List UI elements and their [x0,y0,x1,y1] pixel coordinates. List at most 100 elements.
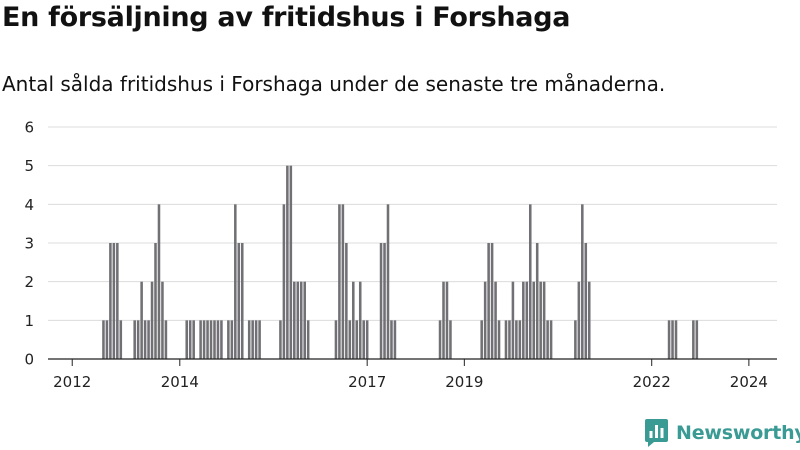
bar [109,243,112,359]
bar [188,320,192,359]
bar [338,204,341,359]
bar [216,320,220,359]
y-tick-label: 1 [24,312,34,330]
bar [143,320,147,359]
bar [116,243,119,359]
bar [133,320,136,359]
bar [102,320,105,359]
bar [164,320,168,359]
x-axis: 2012 2014 2017 2019 2022 2024 [48,358,777,391]
bar [258,320,261,359]
bar [355,320,359,359]
bar [584,243,588,359]
bar [383,243,386,359]
x-tick-label: 2024 [730,373,768,391]
bar [282,204,286,359]
bar [581,204,584,359]
y-tick-label: 6 [24,119,34,137]
bar [438,320,442,359]
bar [695,320,699,359]
bar [390,320,393,359]
y-axis-tick-labels: 0 1 2 3 4 5 6 [24,119,34,369]
bar [365,320,369,359]
y-tick-label: 5 [24,157,34,175]
bar [542,281,546,359]
bar [504,320,508,359]
newsworthy-logo: Newsworthy [645,419,800,447]
bar [549,320,553,359]
bar [306,320,310,359]
bar [445,281,449,359]
bar [352,281,355,359]
bar [494,281,497,359]
bar [362,320,365,359]
bar [286,165,289,359]
bar [296,281,300,359]
bar [497,320,501,359]
y-tick-label: 4 [24,196,34,214]
bar [220,320,223,359]
bar [136,320,140,359]
bar [154,243,157,359]
bar [379,243,383,359]
bar [539,281,542,359]
bar [247,320,251,359]
bar [574,320,577,359]
bar [480,320,483,359]
gridlines [48,126,777,321]
bar [140,281,143,359]
bar [535,243,539,359]
bar [213,320,216,359]
bar [692,320,695,359]
bar [202,320,206,359]
bar [528,204,532,359]
bar [490,243,494,359]
bar [254,320,258,359]
bar [240,243,244,359]
x-tick-label: 2012 [53,373,91,391]
bar [279,320,282,359]
bar [487,243,490,359]
bar [227,320,230,359]
bar [341,204,345,359]
x-tick-label: 2017 [348,373,386,391]
bar [587,281,591,359]
newsworthy-logo-icon [645,419,668,447]
chart-subtitle: Antal sålda fritidshus i Forshaga under … [2,72,666,96]
bar [442,281,445,359]
x-tick-label: 2022 [633,373,671,391]
bar [299,281,303,359]
bar [112,243,116,359]
bar [105,320,109,359]
y-tick-label: 2 [24,273,34,291]
chart-title: En försäljning av fritidshus i Forshaga [2,2,571,33]
bar [358,281,362,359]
bar [303,281,306,359]
bar [157,204,161,359]
bar [185,320,189,359]
y-tick-label: 0 [24,351,34,369]
bar [532,281,536,359]
bar [511,281,515,359]
bar [667,320,671,359]
bar [483,281,487,359]
x-tick-label: 2014 [161,373,199,391]
bar [147,320,150,359]
bar [515,320,518,359]
bar [192,320,195,359]
bar [199,320,202,359]
bar [674,320,678,359]
bar [161,281,164,359]
bar [518,320,522,359]
bar [150,281,154,359]
bar [289,165,293,359]
bar [393,320,397,359]
bar [293,281,296,359]
bar [234,204,237,359]
bar [546,320,549,359]
bar [522,281,525,359]
bar [348,320,352,359]
data-labels: 1 [778,0,788,4]
bar [508,320,511,359]
bar [449,320,452,359]
